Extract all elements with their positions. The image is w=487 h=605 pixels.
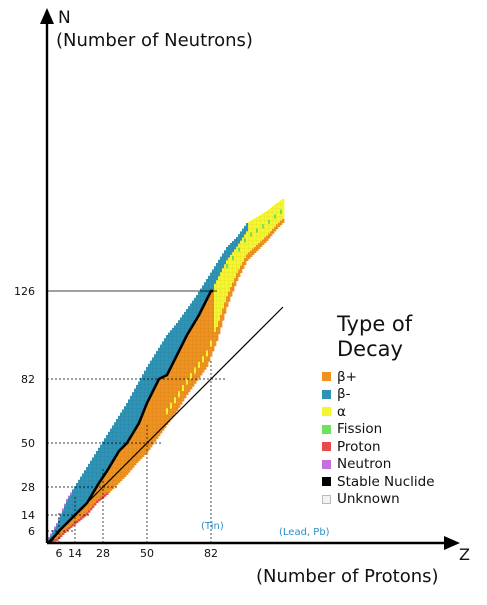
legend-swatch-stable [322, 477, 331, 487]
legend-swatch-unknown [322, 494, 331, 504]
alpha-column [282, 204, 285, 219]
legend-label-proton: Proton [337, 438, 381, 455]
legend-entry-alpha: α [322, 403, 482, 421]
upper-edge-column [282, 199, 285, 205]
legend-label-unknown: Unknown [337, 491, 400, 508]
legend-label-alpha: α [337, 403, 346, 420]
tick-labels: 6 14 28 50 82 126 6 14 28 50 82 [14, 285, 218, 560]
band-grid-overlay [49, 199, 283, 543]
legend-entry-beta_plus: β+ [322, 368, 482, 386]
legend-entry-unknown: Unknown [322, 491, 482, 509]
y-axis-symbol: N [58, 8, 71, 28]
legend-swatch-proton [322, 442, 331, 452]
axes [40, 8, 460, 550]
legend-label-beta_plus: β+ [337, 368, 357, 385]
legend-entries: β+ β-α Fission Proton Neutron Stable Nuclide U… [322, 368, 482, 508]
legend-entry-proton: Proton [322, 438, 482, 456]
legend-label-beta_minus: β- [337, 386, 351, 403]
legend-swatch-alpha [322, 407, 331, 417]
legend-swatch-beta_minus [322, 389, 331, 399]
y-tick-label-50: 50 [21, 437, 35, 450]
legend-swatch-fission [322, 424, 331, 434]
x-tick-label-28: 28 [96, 547, 110, 560]
x-axis-symbol: Z [459, 545, 470, 564]
x-axis-title: (Number of Protons) [256, 566, 439, 587]
tick-guide-lines [47, 290, 227, 543]
legend-label-neutron: Neutron [337, 456, 392, 473]
decay-legend: Type of Decay β+ β-α Fission Proton Neutron S… [322, 312, 482, 508]
x-tick-label-82: 82 [204, 547, 218, 560]
tin-annotation: (Tin) [201, 521, 224, 532]
legend-label-fission: Fission [337, 421, 383, 438]
legend-entry-stable: Stable Nuclide [322, 473, 482, 491]
beta-plus-column [282, 218, 285, 223]
lead-annotation: (Lead, Pb) [279, 527, 330, 538]
legend-entry-neutron: Neutron [322, 456, 482, 474]
legend-entry-beta_minus: β- [322, 386, 482, 404]
y-tick-label-126: 126 [14, 285, 35, 298]
y-tick-label-82: 82 [21, 373, 35, 386]
x-tick-label-6: 6 [56, 547, 63, 560]
legend-label-stable: Stable Nuclide [337, 473, 435, 490]
legend-swatch-neutron [322, 459, 331, 469]
x-tick-label-14: 14 [68, 547, 82, 560]
legend-swatch-beta_plus [322, 372, 331, 382]
x-tick-label-50: 50 [140, 547, 154, 560]
legend-title: Type of Decay [337, 312, 413, 361]
n-equals-z-line [46, 306, 284, 544]
y-tick-label-6: 6 [28, 525, 35, 538]
nuclide-band-layer [46, 199, 285, 544]
y-axis-arrow [40, 8, 54, 24]
x-axis-arrow [444, 536, 460, 550]
y-axis-title: (Number of Neutrons) [56, 30, 253, 51]
y-tick-label-14: 14 [21, 509, 35, 522]
legend-entry-fission: Fission [322, 421, 482, 439]
y-tick-label-28: 28 [21, 481, 35, 494]
